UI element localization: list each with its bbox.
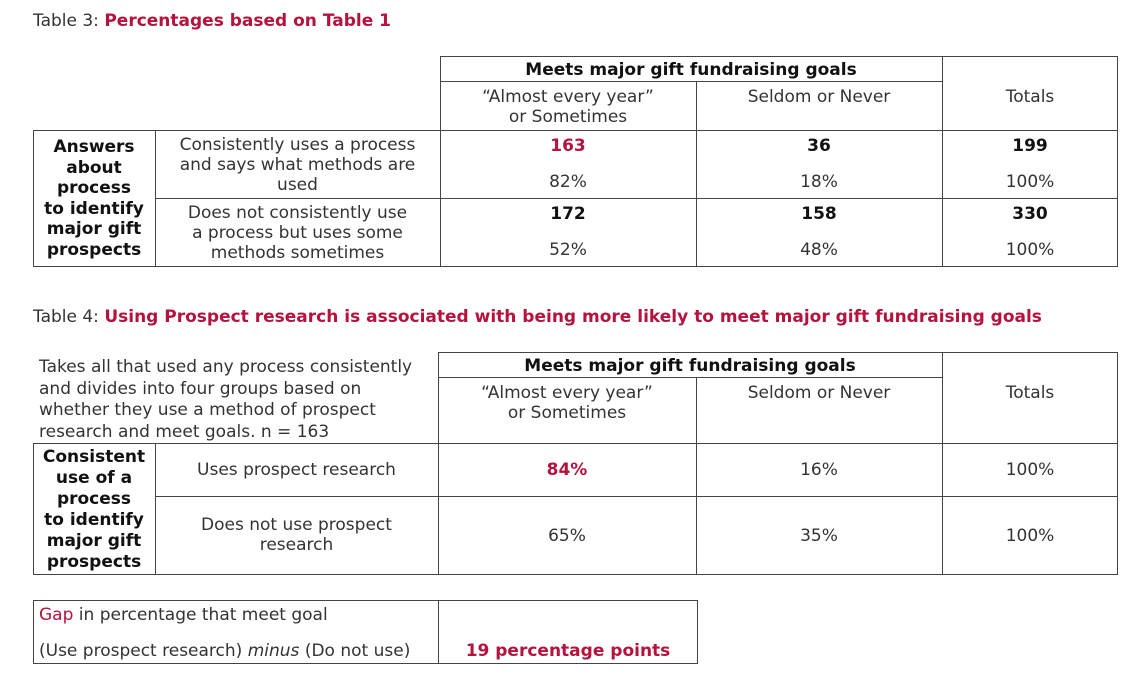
table4-row-divider [155, 496, 1118, 497]
table3-caption: Table 3: Percentages based on Table 1 [33, 11, 391, 31]
table4-row2-col1: 65% [548, 526, 586, 546]
gap-divider [438, 600, 439, 664]
table3-row2-pct-col1: 52% [549, 240, 587, 260]
gap-value: 19 percentage points [465, 641, 671, 661]
table3-row1-count-col2: 36 [807, 136, 831, 156]
table4-col1-line1: “Almost every year” [481, 383, 653, 403]
table4-col3-header: Totals [1005, 383, 1055, 403]
table4-label-divider [438, 443, 439, 575]
table4-header-group: Meets major gift fundraising goals [524, 356, 856, 376]
table3-row-divider [155, 198, 1118, 199]
table3-row1-count-col1: 163 [550, 136, 586, 156]
table4-row1-total: 100% [1005, 460, 1055, 480]
table4-intro: Takes all that used any process consiste… [39, 357, 413, 442]
table4-row2-col2: 35% [800, 526, 838, 546]
table3-row1-pct-total: 100% [1005, 172, 1055, 192]
gap-label-rest: in percentage that meet goal [73, 605, 328, 625]
table3-header-group: Meets major gift fundraising goals [525, 60, 857, 80]
table3-col3-header: Totals [1005, 87, 1055, 107]
table3-row1-count-total: 199 [1012, 136, 1048, 156]
table3-col-divider-2 [942, 56, 943, 267]
table3-col-divider-1 [696, 81, 697, 267]
table3-col2-header: Seldom or Never [747, 87, 891, 107]
table4-row2-total: 100% [1005, 526, 1055, 546]
table4-col2-header: Seldom or Never [747, 383, 891, 403]
table4-caption-title: Using Prospect research is associated wi… [104, 307, 1042, 327]
table4-group-divider [155, 443, 156, 575]
gap-label-accent: Gap [39, 605, 74, 625]
gap-line1: Gap in percentage that meet goal [39, 605, 328, 625]
table4-col-divider-2 [942, 352, 943, 575]
table3-row1-pct-col2: 18% [800, 172, 838, 192]
table3-row2-count-col1: 172 [550, 204, 586, 224]
table4-header-divider [438, 377, 942, 378]
table4-col1-line2: or Sometimes [507, 403, 627, 423]
table3-row1-label: Consistently uses a process and says wha… [179, 135, 416, 195]
table4-row-group: Consistent use of a process to identify … [42, 447, 146, 572]
table4-row1-col1: 84% [546, 460, 588, 480]
table3-col1-line2: or Sometimes [508, 107, 628, 127]
table3-row1-pct-col1: 82% [549, 172, 587, 192]
table3-row2-count-col2: 158 [801, 204, 837, 224]
table4-body [33, 443, 1118, 575]
table3-row-group: Answers about process to identify major … [44, 137, 144, 260]
table3-caption-prefix: Table 3: [33, 11, 99, 31]
table3-row2-count-total: 330 [1012, 204, 1048, 224]
table4-caption: Table 4: Using Prospect research is asso… [33, 307, 1042, 327]
table4-caption-prefix: Table 4: [33, 307, 99, 327]
table3-header-divider [440, 81, 942, 82]
table3-row2-pct-total: 100% [1005, 240, 1055, 260]
table4-row2-label: Does not use prospect research [201, 515, 392, 555]
table3-row2-pct-col2: 48% [800, 240, 838, 260]
gap-box [33, 600, 698, 664]
table4-row1-col2: 16% [800, 460, 838, 480]
table3-row2-label: Does not consistently use a process but … [187, 203, 408, 263]
gap-line2: (Use prospect research) minus (Do not us… [39, 641, 411, 661]
table3-col1-line1: “Almost every year” [482, 87, 654, 107]
table4-col-divider-1 [696, 377, 697, 575]
table3-caption-title: Percentages based on Table 1 [104, 11, 391, 31]
table4-row1-label: Uses prospect research [197, 460, 396, 480]
